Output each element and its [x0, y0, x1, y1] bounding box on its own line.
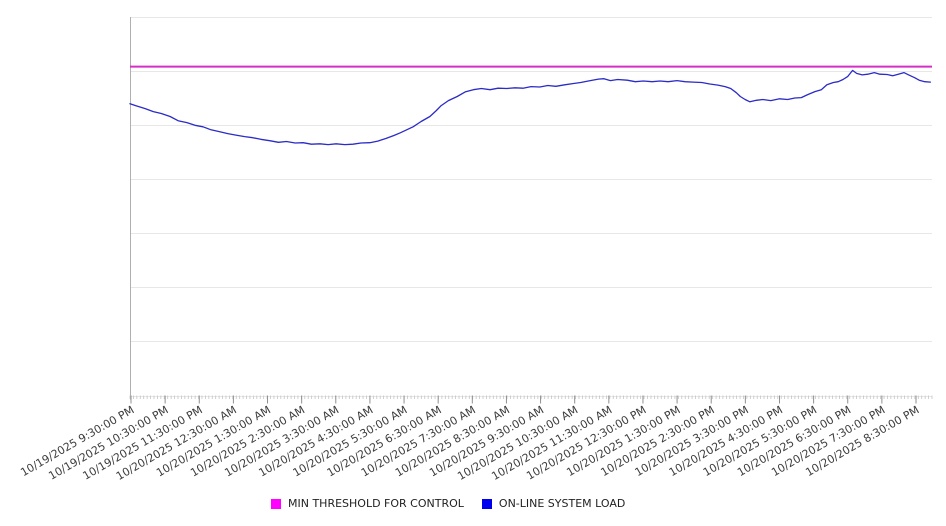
legend-item-min-threshold[interactable]: MIN THRESHOLD FOR CONTROL	[271, 497, 464, 510]
legend-label-min-threshold: MIN THRESHOLD FOR CONTROL	[288, 497, 464, 510]
legend-label-system-load: ON-LINE SYSTEM LOAD	[498, 497, 626, 510]
legend-item-system-load[interactable]: ON-LINE SYSTEM LOAD	[481, 497, 626, 510]
system-load-line	[129, 69, 932, 146]
legend-swatch-min-threshold	[271, 498, 281, 509]
legend-swatch-system-load	[481, 498, 492, 509]
chart-legend: MIN THRESHOLD FOR CONTROL ON-LINE SYSTEM…	[271, 497, 625, 510]
